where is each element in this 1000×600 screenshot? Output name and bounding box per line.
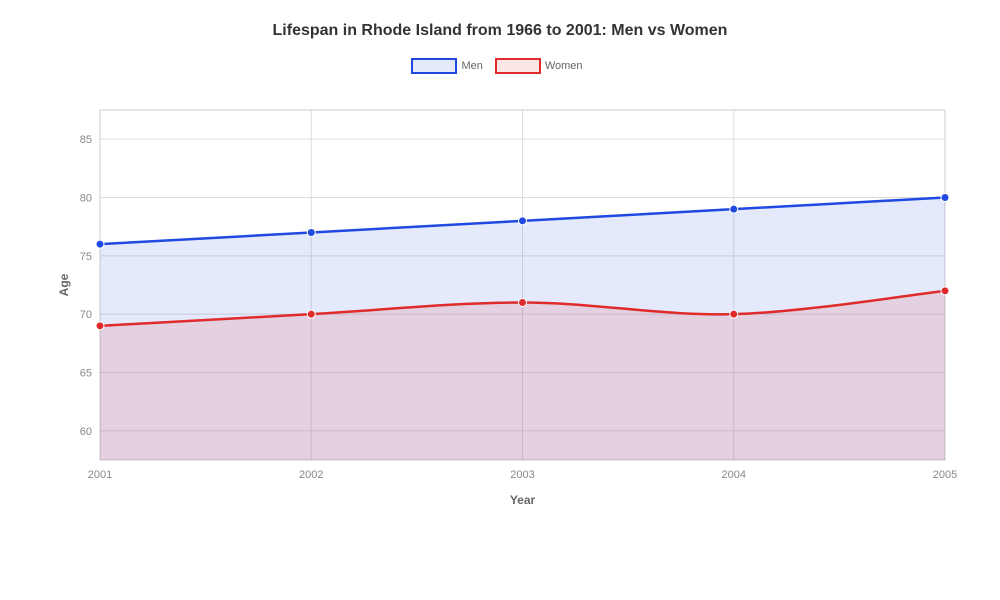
data-point [307, 310, 315, 318]
x-tick-label: 2001 [88, 469, 112, 481]
x-tick-label: 2005 [933, 469, 957, 481]
legend-label-women: Women [545, 60, 583, 72]
data-point [730, 205, 738, 213]
y-ticks: 60 65 70 75 80 85 [80, 134, 92, 438]
x-axis-label: Year [510, 493, 536, 507]
legend-swatch-men [411, 58, 457, 74]
legend-item-men: Men [411, 58, 488, 74]
y-axis-label: Age [57, 273, 71, 296]
data-point [941, 287, 949, 295]
data-point [730, 310, 738, 318]
data-point [941, 194, 949, 202]
x-ticks: 2001 2002 2003 2004 2005 [88, 469, 957, 481]
y-tick-label: 60 [80, 426, 92, 438]
legend: Men Women [0, 58, 1000, 74]
y-tick-label: 65 [80, 368, 92, 380]
x-tick-label: 2003 [510, 469, 534, 481]
data-point [519, 217, 527, 225]
y-tick-label: 80 [80, 193, 92, 205]
plot-area: 2001 2002 2003 2004 2005 60 65 70 75 80 85 Year A… [60, 100, 960, 520]
chart-container: Lifespan in Rhode Island from 1966 to 20… [0, 0, 1000, 600]
y-tick-label: 85 [80, 134, 92, 146]
data-point [307, 229, 315, 237]
legend-label-men: Men [461, 60, 482, 72]
legend-item-women: Women [495, 58, 589, 74]
y-tick-label: 75 [80, 251, 92, 263]
x-tick-label: 2004 [722, 469, 746, 481]
y-tick-label: 70 [80, 309, 92, 321]
data-point [96, 240, 104, 248]
chart-title: Lifespan in Rhode Island from 1966 to 20… [0, 0, 1000, 40]
data-point [96, 322, 104, 330]
data-point [519, 299, 527, 307]
legend-swatch-women [495, 58, 541, 74]
x-tick-label: 2002 [299, 469, 323, 481]
